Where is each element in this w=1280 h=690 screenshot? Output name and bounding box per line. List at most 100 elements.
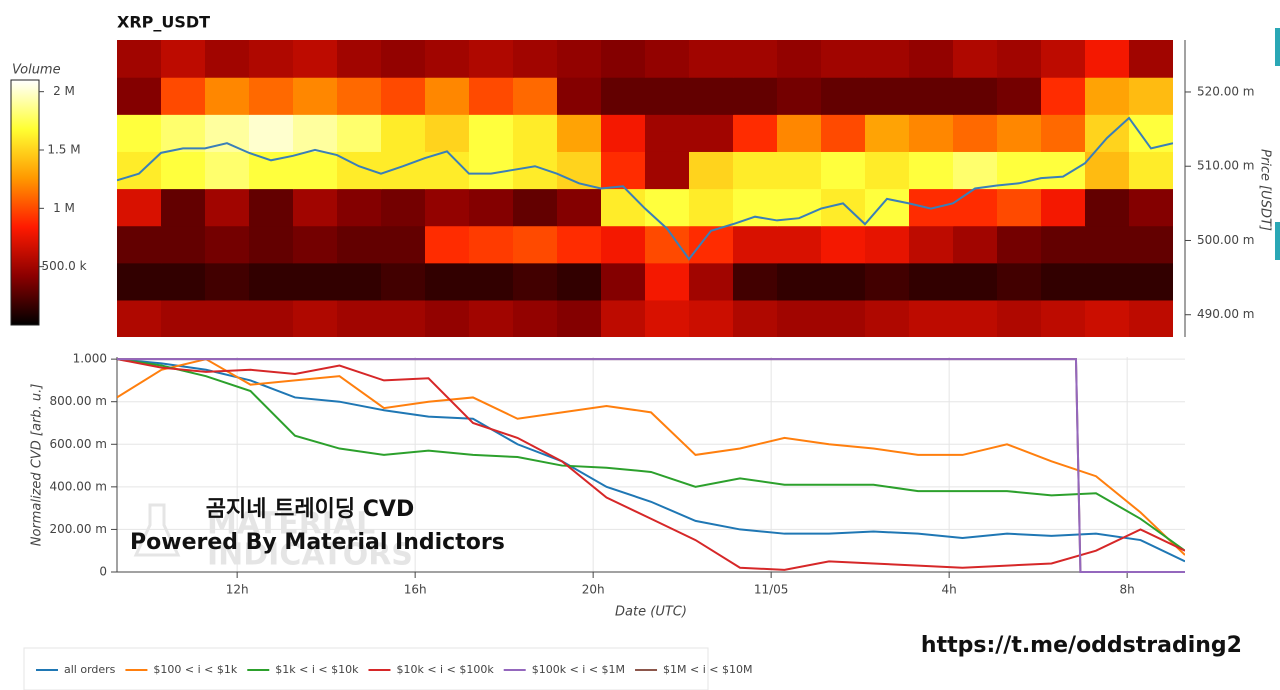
heat-cell — [953, 262, 998, 301]
heat-cell — [821, 262, 866, 301]
heat-cell — [249, 262, 294, 301]
heat-cell — [557, 262, 602, 301]
side-tab — [1275, 28, 1280, 66]
heat-cell — [161, 77, 206, 115]
heat-cell — [601, 40, 646, 78]
heat-cell — [1129, 262, 1173, 301]
heat-cell — [161, 188, 206, 227]
heat-cell — [293, 114, 338, 152]
heat-cell — [557, 188, 602, 227]
heat-cell — [513, 114, 558, 152]
x-axis-label: Date (UTC) — [615, 605, 687, 620]
heat-cell — [337, 262, 382, 301]
heat-cell — [909, 151, 954, 190]
heat-cell — [161, 225, 206, 264]
heat-cell — [689, 299, 734, 337]
annotation: https://t.me/oddstrading2 — [921, 633, 1242, 658]
heat-cell — [1041, 299, 1086, 337]
heat-cell — [249, 299, 294, 337]
heat-cell — [865, 77, 910, 115]
heat-cell — [909, 40, 954, 78]
heat-cell — [381, 151, 426, 190]
heat-cell — [293, 225, 338, 264]
legend-label: $1k < i < $10k — [275, 663, 359, 676]
heat-cell — [557, 77, 602, 115]
heat-cell — [425, 77, 470, 115]
heat-cell — [733, 40, 778, 78]
heat-cell — [1085, 40, 1130, 78]
heat-cell — [117, 262, 162, 301]
heat-cell — [513, 188, 558, 227]
heat-cell — [293, 40, 338, 78]
price-line — [117, 116, 1173, 261]
heat-cell — [689, 114, 734, 152]
heat-cell — [1085, 77, 1130, 115]
legend-label: $100k < i < $1M — [532, 663, 625, 676]
heat-cell — [337, 299, 382, 337]
y-tick-label: 490.00 m — [1197, 307, 1255, 321]
heat-cell — [1041, 151, 1086, 190]
heat-cell — [513, 262, 558, 301]
watermark: MATERIAL INDICATORS — [133, 503, 413, 573]
heat-cell — [733, 299, 778, 337]
heat-cell — [1085, 262, 1130, 301]
heat-cell — [425, 299, 470, 337]
y-tick-label: 800.00 m — [50, 394, 108, 408]
heat-cell — [777, 262, 822, 301]
x-tick-label: 20h — [582, 583, 605, 597]
heat-cell — [1041, 77, 1086, 115]
heat-cell — [645, 188, 690, 227]
heat-cell — [909, 77, 954, 115]
heat-cell — [953, 114, 998, 152]
heat-cell — [997, 299, 1042, 337]
series-line — [117, 358, 1185, 552]
heat-cell — [469, 114, 514, 152]
heat-cell — [777, 225, 822, 264]
x-tick-label: 11/05 — [754, 583, 789, 597]
heat-cell — [117, 77, 162, 115]
heat-cell — [469, 299, 514, 337]
heat-cell — [689, 188, 734, 227]
heat-cell — [821, 114, 866, 152]
heat-cell — [293, 188, 338, 227]
y-tick-label: 510.00 m — [1197, 159, 1255, 173]
heat-cell — [469, 262, 514, 301]
heat-cell — [821, 299, 866, 337]
annotation: Powered By Material Indictors — [130, 530, 505, 555]
heat-cell — [381, 225, 426, 264]
heat-cell — [865, 262, 910, 301]
heat-cell — [909, 188, 954, 227]
heat-cell — [1085, 225, 1130, 264]
heat-cell — [469, 77, 514, 115]
heat-cell — [997, 77, 1042, 115]
heat-cell — [689, 151, 734, 190]
heat-cell — [513, 151, 558, 190]
heat-cell — [469, 188, 514, 227]
colorbar — [10, 79, 40, 326]
legend-label: $10k < i < $100k — [396, 663, 494, 676]
heat-cell — [1041, 40, 1086, 78]
heat-cell — [1085, 188, 1130, 227]
heat-cell — [953, 40, 998, 78]
heat-cell — [1129, 114, 1173, 152]
heat-cell — [601, 188, 646, 227]
colorbar-tick-label: 1.5 M — [47, 143, 80, 157]
heat-cell — [645, 262, 690, 301]
heat-cell — [205, 262, 250, 301]
heat-cell — [117, 151, 162, 190]
y-tick-label: 0 — [99, 565, 107, 579]
y-tick-label: 400.00 m — [50, 479, 108, 493]
heat-cell — [645, 114, 690, 152]
heat-cell — [161, 151, 206, 190]
y-axis-label: Normalized CVD [arb. u.] — [30, 384, 45, 547]
heat-cell — [953, 151, 998, 190]
side-tab — [1275, 222, 1280, 260]
y-tick-label: 500.00 m — [1197, 233, 1255, 247]
heat-cell — [425, 40, 470, 78]
y-axis-label: Price [USDT] — [1258, 149, 1273, 231]
heat-cell — [689, 40, 734, 78]
heat-cell — [865, 225, 910, 264]
heat-cell — [733, 262, 778, 301]
heat-cell — [997, 188, 1042, 227]
